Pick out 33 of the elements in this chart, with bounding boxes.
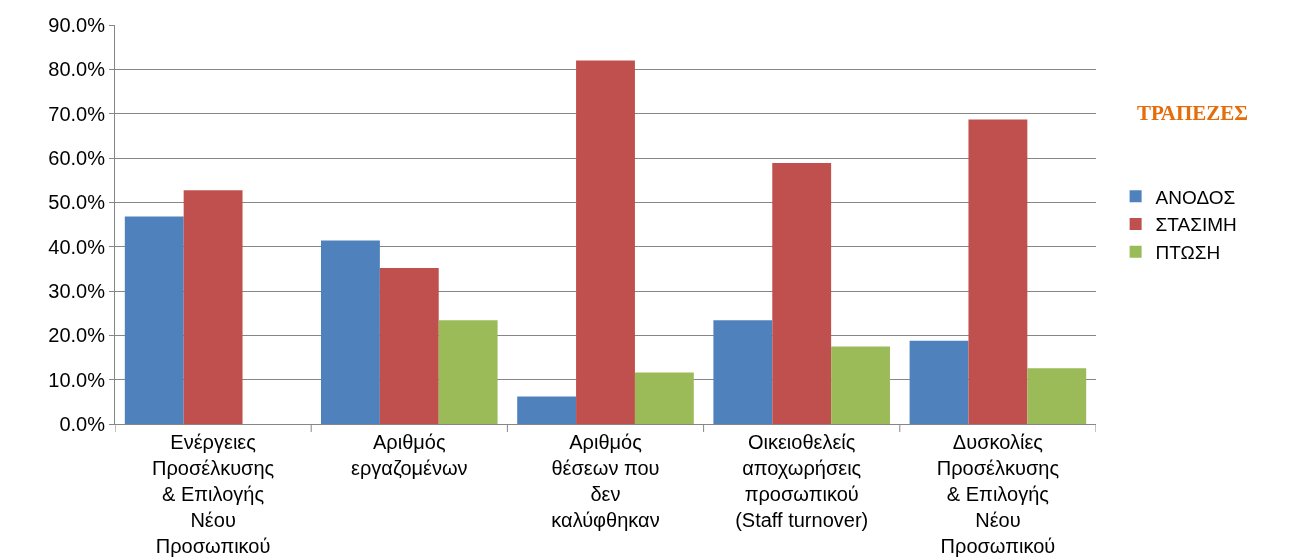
- bar: [438, 320, 498, 424]
- legend-label: ΑΝΟΔΟΣ: [1155, 186, 1236, 208]
- y-tick-label: 80.0%: [48, 58, 106, 81]
- bar: [909, 340, 969, 424]
- bar: [124, 216, 184, 424]
- legend-label: ΣΤΑΣΙΜΗ: [1155, 214, 1237, 236]
- bar: [379, 267, 439, 424]
- x-tick-label: Οικειοθελείς αποχωρήσεις προσωπικού (Staff turnover): [735, 431, 869, 531]
- y-tick-label: 60.0%: [48, 147, 106, 169]
- bar: [831, 346, 890, 424]
- y-tick-label: 50.0%: [48, 191, 106, 214]
- bar: [576, 60, 635, 424]
- x-tick-label: Δυσκολίες Προσέλκυσης & Επιλογής Νέου Προσωπικού: [936, 431, 1060, 557]
- bar: [517, 396, 577, 424]
- bar: [772, 162, 832, 424]
- y-tick-label: 70.0%: [48, 102, 106, 125]
- y-tick-label: 10.0%: [48, 368, 106, 391]
- x-tick-label: Ενέργειες Προσέλκυσης & Επιλογής Νέου Προσωπικού: [151, 431, 275, 557]
- y-tick-label: 0.0%: [59, 413, 106, 435]
- y-tick-label: 20.0%: [48, 324, 106, 347]
- bar: [1027, 368, 1087, 424]
- y-tick-label: 30.0%: [48, 280, 106, 302]
- x-tick-label: Αριθμός εργαζομένων: [351, 431, 468, 479]
- x-tick-label: Αριθμός θέσεων που δεν καλύφθηκαν: [551, 431, 660, 531]
- bar: [183, 190, 243, 424]
- bar: [321, 240, 380, 424]
- bar: [713, 320, 773, 424]
- text: ΤΡΑΠΕΖΕΣ: [1137, 101, 1248, 125]
- legend-label: ΠΤΩΣΗ: [1155, 242, 1221, 264]
- bar: [968, 119, 1028, 424]
- bar: [634, 372, 694, 424]
- y-tick-label: 90.0%: [48, 14, 106, 36]
- y-tick-label: 40.0%: [48, 235, 106, 258]
